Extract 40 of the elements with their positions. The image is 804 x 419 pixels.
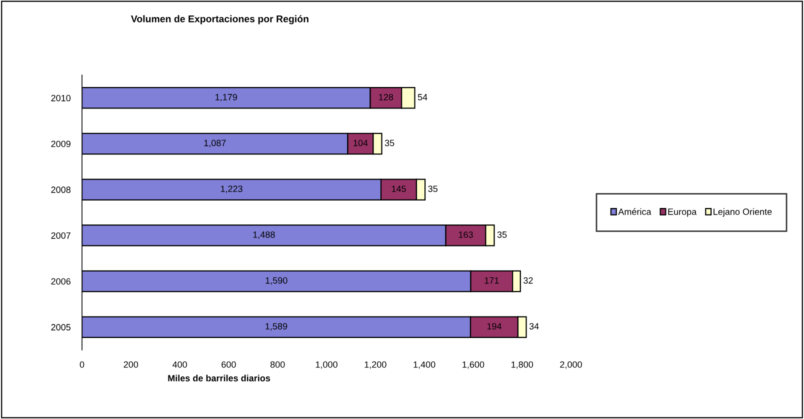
legend-label: Europa — [668, 208, 697, 217]
x-tick-label: 200 — [124, 361, 138, 368]
x-tick-label: 1,400 — [414, 361, 436, 369]
y-tick-label: 2010 — [51, 94, 71, 102]
data-label: 171 — [484, 277, 499, 284]
data-label: 1,590 — [266, 277, 288, 285]
y-tick-label: 2006 — [51, 278, 70, 285]
data-label: 1,179 — [216, 94, 237, 102]
legend-label: Lejano Oriente — [714, 208, 772, 217]
y-tick-label: 2005 — [51, 324, 71, 330]
x-tick-label: 1,600 — [462, 361, 484, 369]
data-label: 35 — [428, 186, 438, 192]
data-label: 35 — [384, 140, 394, 146]
y-tick-label: 2007 — [51, 232, 70, 239]
data-label: 1,223 — [220, 186, 242, 194]
data-label: 128 — [379, 94, 394, 100]
data-label: 35 — [497, 231, 507, 238]
x-tick-label: 2,000 — [560, 361, 582, 369]
y-tick-label: 2008 — [51, 186, 70, 193]
x-tick-label: 1,200 — [364, 361, 386, 369]
data-label: 34 — [529, 323, 539, 330]
data-label: 145 — [392, 186, 406, 192]
data-label: 1,488 — [253, 231, 275, 239]
y-tick-label: 2009 — [51, 140, 70, 148]
x-tick-label: 800 — [270, 361, 285, 368]
x-tick-label: 1,800 — [511, 361, 534, 369]
data-label: 54 — [418, 94, 428, 100]
x-tick-label: 1,000 — [316, 361, 338, 369]
x-axis-title: Miles de barriles diarios — [168, 374, 270, 382]
legend-label: América — [618, 208, 652, 215]
data-label: 194 — [487, 323, 502, 330]
x-tick-label: 400 — [172, 361, 187, 368]
data-label: 32 — [524, 277, 533, 284]
data-label: 104 — [354, 140, 368, 146]
data-label: 1,087 — [204, 140, 226, 148]
data-label: 1,589 — [266, 323, 288, 331]
data-label: 163 — [458, 231, 473, 238]
x-tick-label: 600 — [222, 361, 236, 368]
x-tick-label: 0 — [80, 361, 84, 368]
chart-title: Volumen de Exportaciones por Región — [130, 15, 308, 24]
